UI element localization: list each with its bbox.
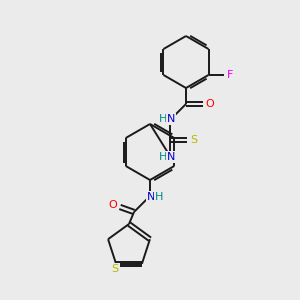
Text: O: O — [206, 99, 214, 109]
Text: N: N — [167, 114, 175, 124]
Text: F: F — [227, 70, 234, 80]
Text: H: H — [159, 114, 167, 124]
Text: H: H — [155, 192, 163, 202]
Text: S: S — [190, 135, 198, 145]
Text: S: S — [112, 264, 118, 274]
Text: O: O — [109, 200, 117, 210]
Text: N: N — [147, 192, 155, 202]
Text: H: H — [159, 152, 167, 162]
Text: N: N — [167, 152, 175, 162]
